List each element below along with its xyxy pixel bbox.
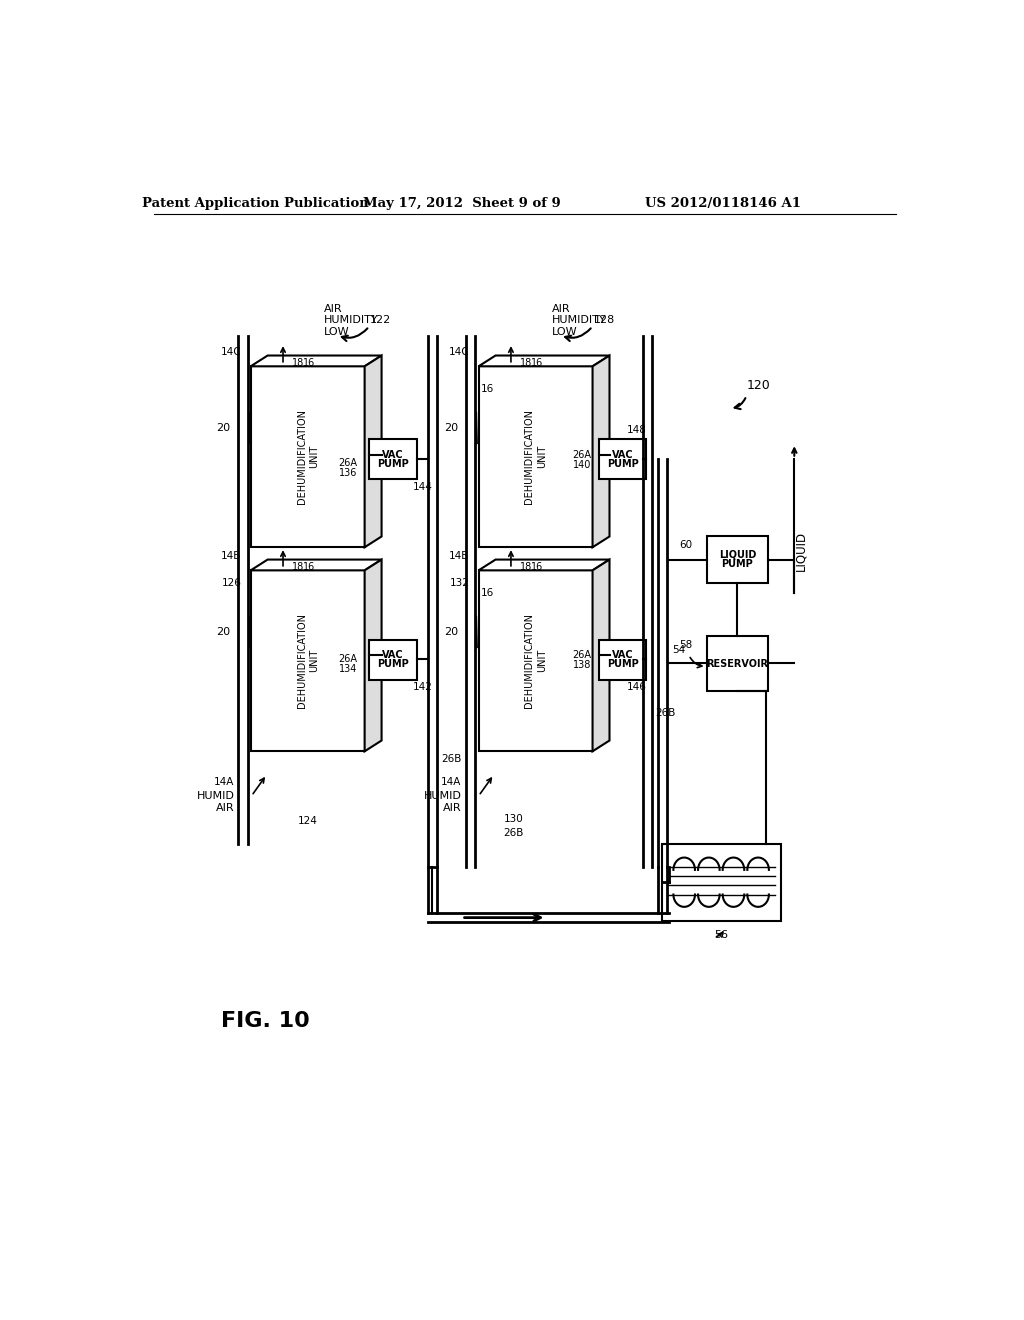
Text: AIR: AIR xyxy=(552,304,570,314)
Bar xyxy=(707,636,768,692)
Text: LIQUID: LIQUID xyxy=(794,531,807,572)
Text: 60: 60 xyxy=(680,540,692,550)
Text: 144: 144 xyxy=(413,482,432,492)
Polygon shape xyxy=(251,560,382,570)
Text: 18: 18 xyxy=(292,562,304,573)
Text: 14B: 14B xyxy=(221,552,242,561)
Text: 16: 16 xyxy=(303,358,315,368)
Polygon shape xyxy=(251,355,382,367)
Text: AIR: AIR xyxy=(216,803,234,813)
Text: 132: 132 xyxy=(450,578,469,587)
Text: 14A: 14A xyxy=(441,777,462,787)
Text: 14C: 14C xyxy=(221,347,242,358)
Text: LIQUID: LIQUID xyxy=(719,550,756,560)
Polygon shape xyxy=(365,560,382,751)
Text: 20: 20 xyxy=(443,422,458,433)
Bar xyxy=(599,440,646,479)
Text: VAC: VAC xyxy=(611,649,634,660)
Polygon shape xyxy=(593,560,609,751)
Text: PUMP: PUMP xyxy=(606,459,639,469)
Bar xyxy=(599,640,646,680)
Text: 130: 130 xyxy=(504,814,523,824)
Text: LOW: LOW xyxy=(324,326,349,337)
Text: FIG. 10: FIG. 10 xyxy=(221,1011,310,1031)
Text: 26B: 26B xyxy=(441,754,461,764)
Text: 16: 16 xyxy=(531,358,543,368)
Text: 26B: 26B xyxy=(655,708,676,718)
Text: VAC: VAC xyxy=(611,450,634,459)
Text: PUMP: PUMP xyxy=(377,659,409,669)
Text: 124: 124 xyxy=(298,816,317,825)
Text: Patent Application Publication: Patent Application Publication xyxy=(142,197,369,210)
Text: 26A: 26A xyxy=(572,450,591,459)
Text: 54: 54 xyxy=(672,644,685,655)
Bar xyxy=(662,843,781,921)
Bar xyxy=(478,366,593,548)
Text: PUMP: PUMP xyxy=(377,459,409,469)
Text: 20: 20 xyxy=(443,627,458,638)
Text: 146: 146 xyxy=(627,682,646,693)
Text: 134: 134 xyxy=(339,664,357,675)
Text: 58: 58 xyxy=(679,640,692,649)
Bar xyxy=(370,440,417,479)
Text: 16: 16 xyxy=(481,589,495,598)
Polygon shape xyxy=(365,355,382,548)
Text: AIR: AIR xyxy=(443,803,462,813)
Text: HUMIDITY: HUMIDITY xyxy=(324,315,379,325)
Text: 26A: 26A xyxy=(339,458,357,467)
Text: 126: 126 xyxy=(221,578,242,587)
Text: 148: 148 xyxy=(627,425,646,436)
Text: DEHUMIDIFICATION: DEHUMIDIFICATION xyxy=(297,409,306,504)
Text: UNIT: UNIT xyxy=(537,649,547,672)
Text: 122: 122 xyxy=(371,315,391,325)
Bar xyxy=(370,640,417,680)
Text: 14B: 14B xyxy=(449,552,469,561)
Text: AIR: AIR xyxy=(324,304,342,314)
Text: 16: 16 xyxy=(481,384,495,395)
Text: 18: 18 xyxy=(520,358,532,368)
Text: 14C: 14C xyxy=(449,347,469,358)
Text: LOW: LOW xyxy=(552,326,578,337)
Text: HUMID: HUMID xyxy=(197,791,234,801)
Text: 18: 18 xyxy=(520,562,532,573)
Polygon shape xyxy=(478,560,609,570)
Text: 16: 16 xyxy=(531,562,543,573)
Text: 20: 20 xyxy=(216,422,230,433)
Text: 142: 142 xyxy=(413,682,432,693)
Text: UNIT: UNIT xyxy=(537,445,547,469)
Text: HUMID: HUMID xyxy=(424,791,462,801)
Text: 26A: 26A xyxy=(572,649,591,660)
Text: DEHUMIDIFICATION: DEHUMIDIFICATION xyxy=(297,614,306,709)
Text: DEHUMIDIFICATION: DEHUMIDIFICATION xyxy=(524,614,535,709)
Text: 16: 16 xyxy=(303,562,315,573)
Text: 138: 138 xyxy=(572,660,591,671)
Text: DEHUMIDIFICATION: DEHUMIDIFICATION xyxy=(524,409,535,504)
Text: 56: 56 xyxy=(715,929,728,940)
Text: HUMIDITY: HUMIDITY xyxy=(552,315,606,325)
Text: VAC: VAC xyxy=(382,450,403,459)
Bar xyxy=(251,570,365,751)
Text: 20: 20 xyxy=(216,627,230,638)
Text: 14A: 14A xyxy=(214,777,234,787)
Text: 18: 18 xyxy=(292,358,304,368)
Bar xyxy=(251,366,365,548)
Text: RESERVOIR: RESERVOIR xyxy=(707,659,768,668)
Text: 128: 128 xyxy=(594,315,614,325)
Text: PUMP: PUMP xyxy=(722,560,754,569)
Bar xyxy=(478,570,593,751)
Text: UNIT: UNIT xyxy=(309,649,318,672)
Text: UNIT: UNIT xyxy=(309,445,318,469)
Text: 136: 136 xyxy=(339,467,357,478)
Text: 26A: 26A xyxy=(339,653,357,664)
Bar xyxy=(707,536,768,583)
Polygon shape xyxy=(593,355,609,548)
Polygon shape xyxy=(478,355,609,367)
Text: VAC: VAC xyxy=(382,649,403,660)
Text: PUMP: PUMP xyxy=(606,659,639,669)
Text: 120: 120 xyxy=(746,379,770,392)
Text: 26B: 26B xyxy=(503,828,523,838)
Text: 140: 140 xyxy=(572,459,591,470)
Text: May 17, 2012  Sheet 9 of 9: May 17, 2012 Sheet 9 of 9 xyxy=(362,197,560,210)
Text: US 2012/0118146 A1: US 2012/0118146 A1 xyxy=(645,197,802,210)
